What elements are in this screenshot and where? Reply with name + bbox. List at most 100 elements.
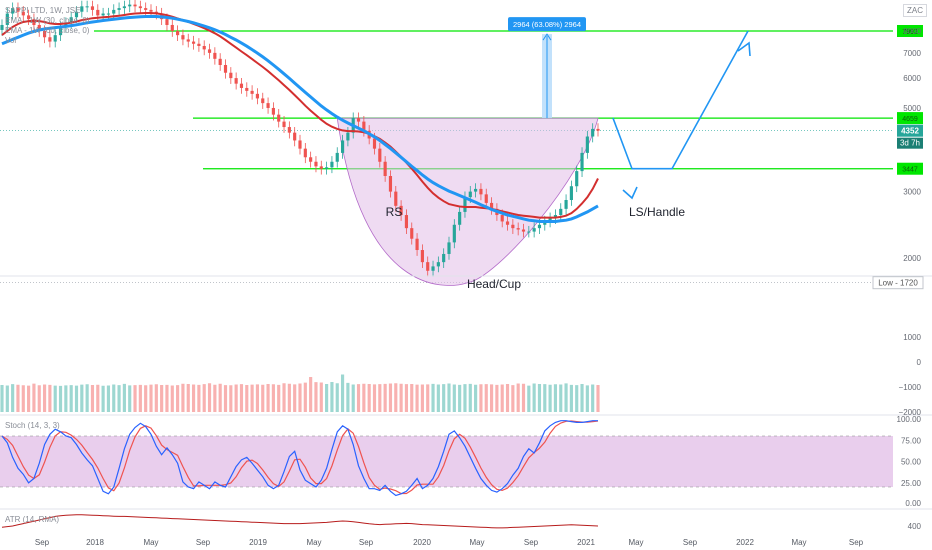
volume-bar — [569, 384, 573, 412]
volume-bar — [298, 383, 302, 412]
volume-bar — [559, 384, 563, 412]
volume-bar — [415, 384, 419, 412]
candle-body — [521, 229, 526, 232]
stoch-tick-label: 50.00 — [901, 458, 922, 467]
volume-bar — [495, 384, 499, 412]
volume-bar — [330, 382, 334, 412]
atr-tick-label: 0.00 — [905, 499, 921, 508]
volume-bar — [213, 384, 217, 412]
candle-body — [5, 13, 9, 25]
projection-path — [612, 30, 749, 170]
currency-scale-button[interactable]: ZAC — [903, 4, 927, 17]
volume-bar — [372, 384, 377, 412]
volume-bar — [271, 384, 275, 412]
legend-volume[interactable]: Vol — [5, 36, 17, 45]
time-tick-label: Sep — [196, 538, 211, 547]
volume-bar — [11, 384, 15, 412]
candle-body — [569, 186, 573, 201]
volume-tick-label: −2000 — [899, 408, 922, 417]
candle-body — [404, 215, 409, 229]
volume-bar — [106, 385, 111, 412]
countdown-label: 3d 7h — [900, 139, 920, 148]
time-tick-label: May — [306, 538, 321, 547]
volume-bar — [32, 383, 36, 412]
candle-body — [410, 228, 414, 239]
candle-body — [356, 118, 361, 122]
candle-body — [117, 8, 121, 10]
measure-label-box — [508, 17, 586, 32]
candle-body — [250, 90, 254, 94]
volume-pane — [0, 374, 600, 412]
volume-bar — [245, 385, 249, 412]
time-tick-label: May — [791, 538, 806, 547]
candle-body — [261, 98, 265, 104]
stoch-legend[interactable]: Stoch (14, 3, 3) — [5, 421, 60, 430]
countdown-badge — [897, 137, 923, 149]
volume-bar — [340, 374, 345, 412]
atr-pane — [1, 514, 599, 529]
volume-bar — [144, 385, 148, 412]
legend-ema-60[interactable]: EMA - 1W (60, close, 0) — [5, 26, 90, 35]
candle-body — [234, 78, 238, 84]
last-price-label: 4352 — [901, 127, 919, 136]
candle-body — [394, 191, 398, 206]
candle-body — [11, 8, 15, 14]
candle-body — [431, 266, 435, 271]
volume-bar — [229, 385, 233, 412]
volume-bar — [191, 384, 196, 412]
price-tick-label: 7000 — [903, 49, 921, 58]
volume-bar — [383, 383, 387, 412]
candle-body — [218, 58, 222, 66]
time-tick-label: May — [143, 538, 158, 547]
volume-bar — [239, 384, 244, 412]
legend-ema-30[interactable]: EMA - 1W (30, close, 0) — [5, 16, 90, 25]
projection-arrow-head — [737, 41, 751, 57]
volume-bar — [128, 385, 132, 412]
volume-bar — [122, 383, 126, 412]
volume-bar — [548, 384, 552, 412]
atr-legend[interactable]: ATR (14, RMA) — [5, 515, 60, 524]
candle-body — [101, 13, 105, 16]
candle-body — [484, 194, 488, 203]
cup-shape — [336, 117, 599, 286]
volume-bar — [207, 383, 212, 412]
time-tick-label: 2022 — [736, 538, 754, 547]
candle-body — [489, 202, 494, 209]
volume-bar — [489, 384, 494, 412]
volume-bar — [505, 384, 510, 412]
candle-body — [144, 8, 148, 10]
candle-body — [516, 228, 520, 230]
volume-bar — [479, 384, 483, 412]
level-badge — [897, 162, 923, 175]
candle-body — [181, 35, 185, 40]
volume-bar — [436, 384, 440, 412]
volume-bar — [266, 384, 270, 412]
candle-body — [309, 157, 313, 162]
volume-bar — [303, 382, 307, 412]
candle-body — [564, 200, 568, 209]
level-badge — [897, 25, 923, 37]
price-pane[interactable]: 2964 (63.08%) 2964 RS Head/Cup LS/Handle — [0, 0, 893, 291]
measure-label: 2964 (63.08%) 2964 — [513, 20, 581, 29]
candle-body — [74, 11, 79, 18]
candle-body — [170, 24, 174, 31]
volume-bar — [165, 384, 169, 412]
level-badge — [897, 112, 923, 125]
volume-bar — [388, 383, 393, 412]
volume-tick-label: −1000 — [899, 383, 922, 392]
volume-bar — [527, 385, 531, 412]
volume-bar — [16, 384, 20, 412]
ema-60-line — [1, 14, 599, 223]
legend-symbol[interactable]: SAPPI LTD, 1W, JSE — [5, 6, 81, 15]
volume-bar — [447, 383, 451, 412]
candle-body — [298, 140, 302, 149]
candle-body — [585, 136, 589, 153]
candle-body — [69, 17, 73, 24]
time-tick-label: Sep — [849, 538, 864, 547]
volume-bar — [346, 382, 350, 412]
pattern-annotation: RS — [386, 205, 403, 219]
volume-bar — [468, 383, 472, 412]
candle-body — [580, 152, 584, 172]
